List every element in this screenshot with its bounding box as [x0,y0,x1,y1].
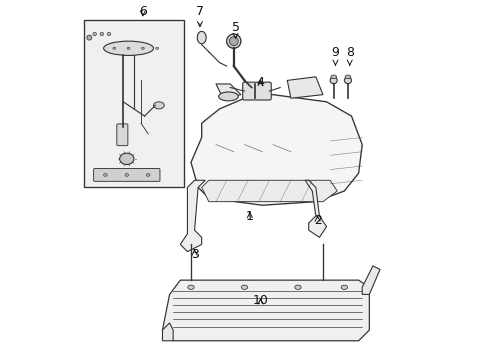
Ellipse shape [226,34,241,48]
Ellipse shape [93,32,96,36]
Ellipse shape [100,32,103,36]
Ellipse shape [330,75,336,78]
Ellipse shape [120,153,134,165]
Text: 3: 3 [190,248,198,261]
Text: 2: 2 [313,213,321,227]
Ellipse shape [294,285,301,289]
Text: 9: 9 [331,46,339,65]
Text: 1: 1 [245,210,253,223]
Polygon shape [287,77,322,98]
Polygon shape [201,180,337,202]
Ellipse shape [127,47,130,49]
Ellipse shape [125,174,128,176]
PathPatch shape [191,95,362,205]
Polygon shape [180,180,205,252]
Ellipse shape [197,31,206,44]
Text: 10: 10 [252,294,268,307]
Polygon shape [162,280,368,341]
Ellipse shape [113,47,116,49]
Text: 8: 8 [345,46,353,65]
Polygon shape [305,180,326,237]
Ellipse shape [329,77,337,84]
Text: 5: 5 [231,21,239,38]
Ellipse shape [146,174,150,176]
Ellipse shape [187,285,194,289]
Text: 6: 6 [139,5,146,18]
Polygon shape [362,266,379,294]
Ellipse shape [218,92,238,101]
Ellipse shape [141,47,144,49]
Ellipse shape [241,285,247,289]
Ellipse shape [87,35,92,40]
Ellipse shape [341,285,347,289]
Ellipse shape [103,41,153,55]
Text: 7: 7 [196,5,203,27]
Ellipse shape [344,77,351,84]
Ellipse shape [155,47,158,49]
Ellipse shape [229,37,238,46]
FancyBboxPatch shape [242,82,271,100]
Polygon shape [162,323,173,341]
Ellipse shape [103,174,107,176]
FancyBboxPatch shape [117,124,127,146]
Bar [84,20,183,188]
FancyBboxPatch shape [93,168,160,181]
Ellipse shape [107,32,110,36]
Ellipse shape [153,102,164,109]
Ellipse shape [345,75,350,78]
Polygon shape [216,84,241,98]
Text: 4: 4 [256,76,264,89]
